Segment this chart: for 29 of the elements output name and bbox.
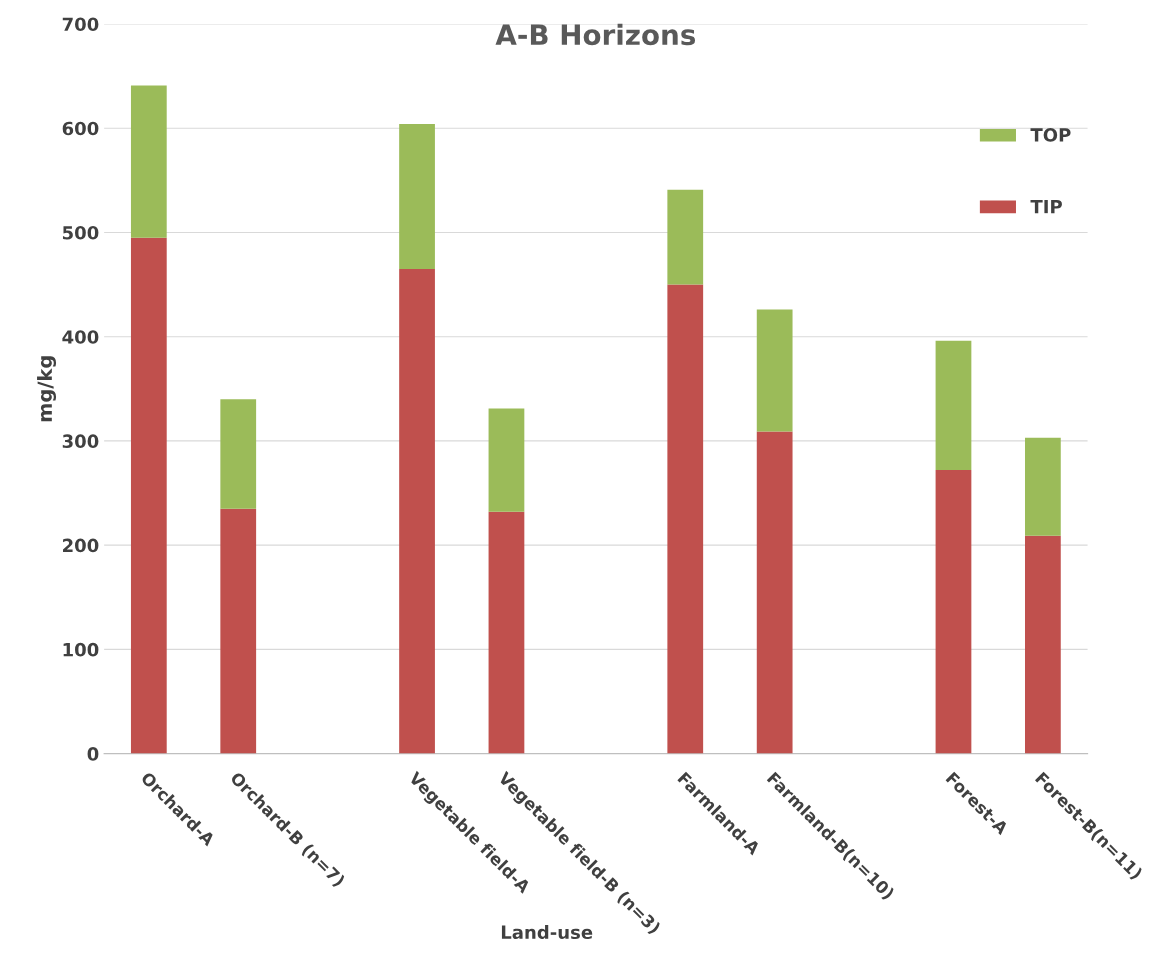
bar — [130, 237, 167, 754]
legend-label: TOP — [1030, 128, 1071, 142]
bar — [488, 408, 525, 512]
y-tick-label: 300 — [62, 434, 99, 449]
bar — [756, 309, 793, 432]
y-tick-label: 0 — [87, 747, 99, 761]
bar — [935, 340, 972, 471]
bar — [399, 124, 435, 269]
y-tick-label: 400 — [62, 330, 99, 344]
bar — [1025, 535, 1061, 754]
y-axis-title: mg/kg — [37, 356, 57, 422]
y-tick-label: 500 — [62, 225, 99, 240]
y-tick-label: 200 — [63, 538, 99, 553]
y-tick-label: 100 — [63, 642, 99, 657]
bar — [130, 85, 167, 238]
bar — [935, 470, 972, 754]
legend-label: TIP — [1030, 200, 1062, 214]
bar — [488, 511, 525, 754]
bar — [399, 268, 435, 754]
bar — [1025, 437, 1061, 536]
chart-title: A-B Horizons — [495, 23, 696, 46]
bar — [220, 399, 257, 509]
bar — [756, 431, 793, 754]
y-tick-label: 600 — [62, 121, 99, 136]
bar — [667, 189, 704, 285]
bar — [220, 508, 257, 754]
x-axis-title: Land-use — [501, 925, 593, 940]
y-tick-label: 700 — [62, 17, 99, 32]
bar — [667, 284, 704, 754]
